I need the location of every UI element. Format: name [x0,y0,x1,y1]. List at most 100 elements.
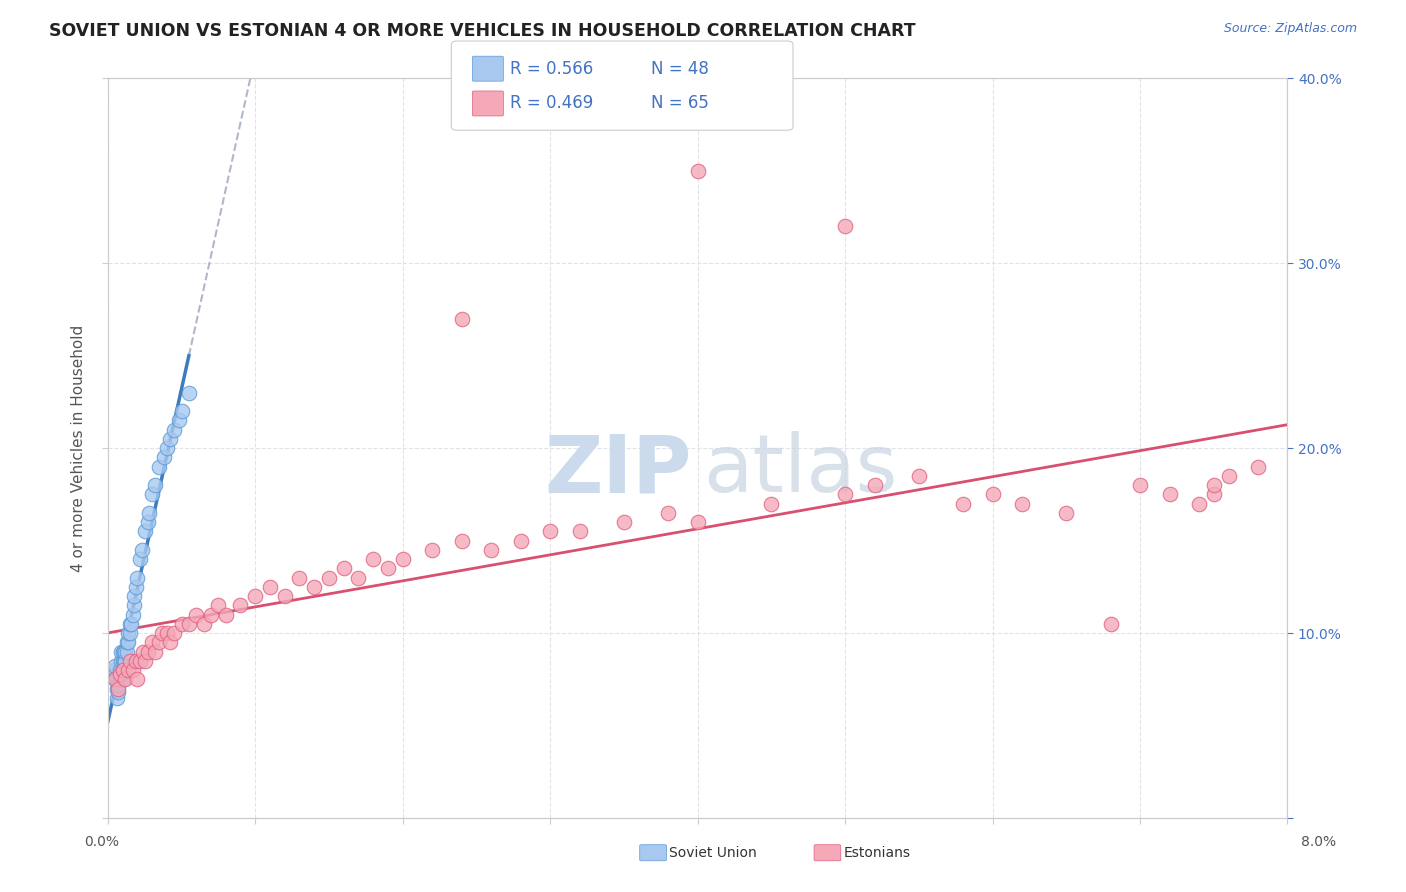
Point [108,663,131,677]
Point [156,441,179,455]
Text: Soviet Union: Soviet Union [669,846,756,860]
Point [121,663,143,677]
Point [125,580,148,594]
Point [112,644,135,658]
Point [127,673,149,687]
Point [124,599,146,613]
Point [111,673,134,687]
Point [1129,478,1152,492]
Point [1188,497,1211,511]
Point [568,524,591,539]
Point [108,673,131,687]
Text: Estonians: Estonians [844,846,911,860]
Point [170,616,193,631]
Point [107,681,129,696]
Text: Source: ZipAtlas.com: Source: ZipAtlas.com [1223,22,1357,36]
Point [118,654,141,668]
Text: R = 0.566: R = 0.566 [510,60,593,78]
Point [450,533,472,548]
Point [107,685,129,699]
Point [129,654,152,668]
Point [159,635,181,649]
Point [332,561,354,575]
Point [761,497,783,511]
Point [863,478,886,492]
Point [104,673,127,687]
Point [120,616,142,631]
Text: R = 0.469: R = 0.469 [510,95,593,112]
Point [111,663,134,677]
Text: 8.0%: 8.0% [1302,835,1336,848]
Point [686,164,709,178]
Point [141,635,163,649]
Point [186,607,208,622]
Point [153,450,176,465]
Point [538,524,561,539]
Point [450,311,472,326]
Point [104,673,127,687]
Point [115,635,138,649]
Point [124,589,146,603]
Point [118,616,141,631]
Point [131,542,153,557]
Point [177,385,200,400]
Point [167,413,190,427]
Point [148,459,170,474]
Point [111,644,134,658]
Point [613,515,636,529]
Point [108,666,131,681]
Point [110,644,132,658]
Point [1202,487,1225,501]
Point [125,654,148,668]
Point [207,599,229,613]
Point [163,423,186,437]
Y-axis label: 4 or more Vehicles in Household: 4 or more Vehicles in Household [72,325,86,572]
Point [159,432,181,446]
Point [318,571,340,585]
Point [245,589,267,603]
Point [377,561,399,575]
Point [177,616,200,631]
Text: SOVIET UNION VS ESTONIAN 4 OR MORE VEHICLES IN HOUSEHOLD CORRELATION CHART: SOVIET UNION VS ESTONIAN 4 OR MORE VEHIC… [49,22,915,40]
Point [127,571,149,585]
Point [259,580,281,594]
Point [138,506,160,520]
Point [114,673,136,687]
Point [1054,506,1077,520]
Point [200,607,222,622]
Text: N = 65: N = 65 [651,95,709,112]
Point [170,404,193,418]
Point [115,644,138,658]
Point [110,654,132,668]
Point [105,673,128,687]
Point [105,681,128,696]
Point [104,663,127,677]
Point [129,552,152,566]
Point [111,654,134,668]
Point [150,626,173,640]
Point [143,478,166,492]
Point [114,644,136,658]
Point [1218,469,1240,483]
Point [215,607,238,622]
Point [117,626,139,640]
Point [834,219,856,234]
Point [302,580,325,594]
Point [117,635,139,649]
Point [104,659,127,673]
Point [114,654,136,668]
Point [132,644,155,658]
Point [107,678,129,692]
Point [111,663,134,677]
Point [156,626,179,640]
Point [288,571,311,585]
Point [686,515,709,529]
Point [134,524,156,539]
Point [229,599,252,613]
Point [1159,487,1181,501]
Point [121,607,143,622]
Point [1011,497,1033,511]
Point [509,533,531,548]
Point [981,487,1004,501]
Point [118,626,141,640]
